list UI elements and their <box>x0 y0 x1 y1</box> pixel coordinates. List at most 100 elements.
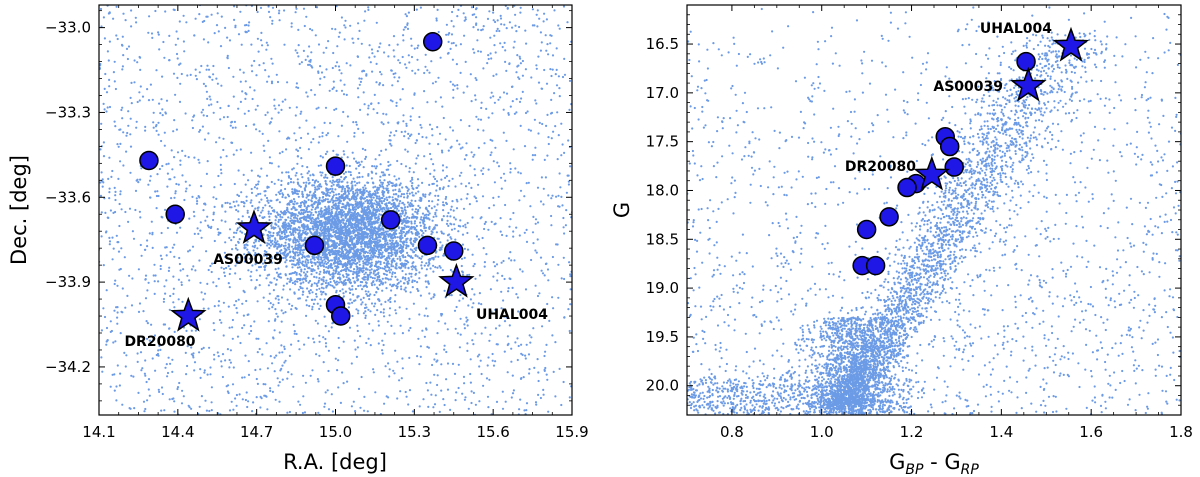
field-star-point <box>535 64 538 67</box>
field-star-point <box>417 204 420 207</box>
field-star-point <box>366 199 369 202</box>
field-star-point <box>356 329 359 333</box>
field-star-point <box>306 287 309 290</box>
field-star-point <box>410 222 413 225</box>
field-star-point <box>434 394 437 397</box>
field-star-point <box>400 229 403 232</box>
field-star-point <box>358 260 361 263</box>
field-star-point <box>301 244 304 247</box>
field-star-point <box>394 294 397 297</box>
field-star-point <box>322 279 325 282</box>
field-star-point <box>555 84 559 87</box>
field-star-point <box>317 106 320 109</box>
field-star-point <box>379 175 382 178</box>
field-star-point <box>355 252 359 255</box>
field-star-point <box>355 224 358 227</box>
field-star-point <box>242 71 245 74</box>
field-star-point <box>220 360 223 363</box>
field-star-point <box>245 243 248 246</box>
field-star-point <box>298 231 301 234</box>
field-star-point <box>219 45 223 48</box>
field-star-point <box>557 75 561 78</box>
field-star-point <box>203 292 207 295</box>
field-star-point <box>370 258 373 261</box>
field-star-point <box>203 19 206 23</box>
field-star-point <box>228 228 232 231</box>
field-star-point <box>310 211 313 214</box>
field-star-point <box>292 263 295 266</box>
field-star-point <box>100 329 103 332</box>
field-star-point <box>526 110 529 113</box>
field-star-point <box>105 289 108 292</box>
field-star-point <box>326 219 329 222</box>
field-star-point <box>370 218 373 221</box>
field-star-point <box>426 101 429 104</box>
field-star-point <box>377 268 380 271</box>
field-star-point <box>285 223 288 226</box>
field-star-point <box>500 261 503 264</box>
field-star-point <box>411 249 414 252</box>
field-star-point <box>341 288 344 291</box>
field-star-point <box>269 389 272 392</box>
field-star-point <box>489 288 492 291</box>
field-star-point <box>226 201 229 204</box>
field-star-point <box>323 262 326 265</box>
field-star-point <box>279 213 282 216</box>
field-star-point <box>464 226 467 229</box>
field-star-point <box>378 229 381 232</box>
field-star-point <box>424 167 428 170</box>
field-star-point <box>323 176 326 179</box>
field-star-point <box>314 190 317 193</box>
field-star-point <box>267 237 270 240</box>
field-star-point <box>375 213 378 216</box>
field-star-point <box>403 206 407 209</box>
field-star-point <box>263 268 266 271</box>
field-star-point <box>371 284 374 287</box>
field-star-point <box>414 162 417 165</box>
field-star-point <box>304 261 307 264</box>
field-star-point <box>524 111 528 115</box>
field-star-point <box>204 219 207 222</box>
field-star-point <box>329 225 333 228</box>
field-star-point <box>307 219 310 223</box>
field-star-point <box>353 242 356 245</box>
field-star-point <box>254 207 257 210</box>
field-star-point <box>254 244 257 247</box>
field-star-point <box>280 183 283 187</box>
field-star-point <box>251 245 254 248</box>
field-star-point <box>296 220 299 223</box>
field-star-point <box>534 222 537 225</box>
field-star-point <box>499 42 502 45</box>
field-star-point <box>173 243 176 246</box>
field-star-point <box>477 238 480 241</box>
field-star-point <box>566 21 569 24</box>
field-star-point <box>431 219 434 222</box>
field-star-point <box>435 180 439 183</box>
field-star-point <box>301 293 304 296</box>
field-star-point <box>393 243 396 246</box>
field-star-point <box>470 390 473 393</box>
field-star-point <box>427 213 430 217</box>
field-star-point <box>190 268 193 271</box>
field-star-point <box>540 41 543 44</box>
field-star-point <box>411 268 414 271</box>
field-star-point <box>275 241 278 244</box>
field-star-point <box>510 396 513 399</box>
field-star-point <box>276 240 279 243</box>
field-star-point <box>232 408 235 411</box>
field-star-point <box>329 259 333 262</box>
field-star-point <box>148 232 151 235</box>
field-star-point <box>379 224 382 227</box>
field-star-point <box>431 200 434 203</box>
field-star-point <box>551 334 554 337</box>
field-star-point <box>310 208 313 211</box>
field-star-point <box>247 179 250 182</box>
field-star-point <box>253 186 256 189</box>
field-star-point <box>299 229 302 232</box>
field-star-point <box>302 281 305 284</box>
field-star-point <box>309 190 312 193</box>
field-star-point <box>353 206 356 209</box>
field-star-point <box>332 276 335 279</box>
field-star-point <box>335 242 339 245</box>
field-star-point <box>396 249 399 252</box>
